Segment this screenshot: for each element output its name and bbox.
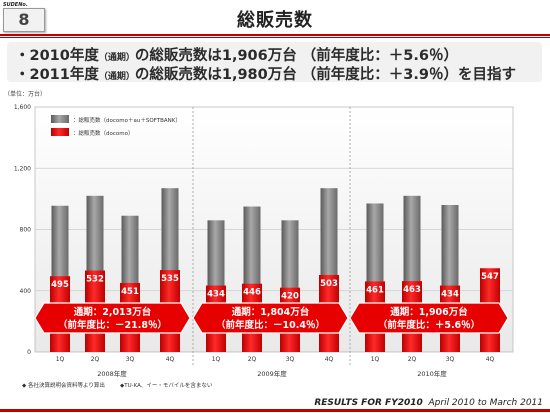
x-tick-label: 1Q (371, 356, 380, 363)
data-label-docomo: 420 (281, 292, 299, 302)
callout-banner (349, 302, 509, 334)
callout-yoy: （前年度比：＋5.6％） (378, 319, 480, 331)
callout-total: 通期：1,804万台 (232, 306, 310, 318)
x-tick-label: 3Q (446, 356, 455, 363)
x-tick-label: 3Q (286, 356, 295, 363)
bullet-2010-prefix: ・2010年度 (15, 48, 99, 64)
footer-line (0, 409, 550, 412)
group-label: 2008年度 (97, 369, 127, 378)
legend-label-docomo: ：総販売数（docomo） (73, 129, 133, 137)
slide-number-value: 8 (18, 10, 30, 29)
y-tick-label: 1,200 (14, 165, 31, 172)
bullet-2010-rest: の総販売数は1,906万台 （前年度比：＋5.6％） (134, 48, 458, 64)
footnote-exclusion: ◆TU-KA、イー・モバイルを含まない (120, 383, 213, 389)
bullet-2010: ・2010年度（通期）の総販売数は1,906万台 （前年度比：＋5.6％） (15, 44, 458, 65)
legend-label-total: ：総販売数（docomo＋au＋SOFTBANK） (73, 116, 181, 124)
x-tick-label: 2Q (408, 356, 417, 363)
logo-text: SUDENo. (3, 2, 28, 8)
group-label: 2009年度 (257, 369, 287, 378)
unit-label: （単位：万台） (4, 91, 47, 98)
page-title: 総販売数 (237, 10, 313, 31)
header: SUDENo. 8 総販売数 (0, 0, 550, 38)
summary-box: ・2010年度（通期）の総販売数は1,906万台 （前年度比：＋5.6％） ・2… (7, 42, 542, 84)
data-label-docomo: 463 (403, 285, 421, 295)
bullet-2011-prefix: ・2011年度 (15, 67, 99, 83)
x-tick-label: 1Q (56, 356, 65, 363)
data-label-docomo: 461 (366, 285, 384, 295)
callout-yoy: （前年度比：－10.4％） (216, 319, 325, 331)
x-tick-label: 2Q (91, 356, 100, 363)
bullet-2010-small: （通期） (98, 53, 135, 63)
y-tick-label: 400 (20, 288, 32, 295)
x-tick-label: 4Q (166, 356, 175, 363)
data-label-docomo: 535 (161, 274, 179, 284)
data-label-docomo: 451 (121, 287, 139, 297)
bullet-2011-rest: の総販売数は1,980万台 （前年度比：＋3.9％）を目指す (134, 67, 516, 83)
legend-swatch-docomo (51, 128, 69, 136)
data-label-docomo: 495 (51, 280, 69, 290)
group-label: 2010年度 (417, 369, 447, 378)
callout-total: 通期：2,013万台 (74, 306, 152, 318)
y-tick-label: 1,600 (14, 104, 31, 111)
bullet-2011: ・2011年度（通期）の総販売数は1,980万台 （前年度比：＋3.9％）を目指… (15, 63, 516, 84)
slide-number: 8 (3, 8, 45, 32)
title-underline-thin (0, 37, 550, 38)
footer-results-title: RESULTS FOR FY2010 (314, 398, 423, 408)
sales-chart: 0 400 800 1,200 1,600 495 532 451 535 434 446 420 50… (14, 104, 514, 378)
data-label-docomo: 503 (320, 279, 338, 289)
footer-period: April 2010 to March 2011 (428, 398, 544, 408)
footnote-source: ◆ 各社決算説明会資料等より算出 (22, 383, 105, 389)
data-label-docomo: 446 (243, 288, 261, 298)
footer-results: RESULTS FOR FY2010 April 2010 to March 2… (314, 398, 543, 408)
callout-total: 通期：1,906万台 (390, 306, 468, 318)
legend-swatch-total (51, 115, 69, 123)
data-label-docomo: 434 (441, 290, 459, 300)
bullet-2011-small: （通期） (98, 72, 135, 82)
callout-banner (34, 302, 191, 334)
data-label-docomo: 434 (207, 290, 225, 300)
data-label-docomo: 532 (86, 275, 104, 285)
title-underline (0, 34, 550, 36)
y-tick-label: 800 (20, 227, 32, 234)
callout-banner (192, 302, 349, 334)
data-label-docomo: 547 (481, 272, 499, 282)
x-tick-label: 2Q (248, 356, 257, 363)
callout-yoy: （前年度比：－21.8％） (58, 319, 167, 331)
x-tick-label: 1Q (212, 356, 221, 363)
y-tick-label: 0 (27, 349, 31, 356)
x-tick-label: 4Q (486, 356, 495, 363)
x-tick-label: 3Q (126, 356, 135, 363)
x-tick-label: 4Q (325, 356, 334, 363)
